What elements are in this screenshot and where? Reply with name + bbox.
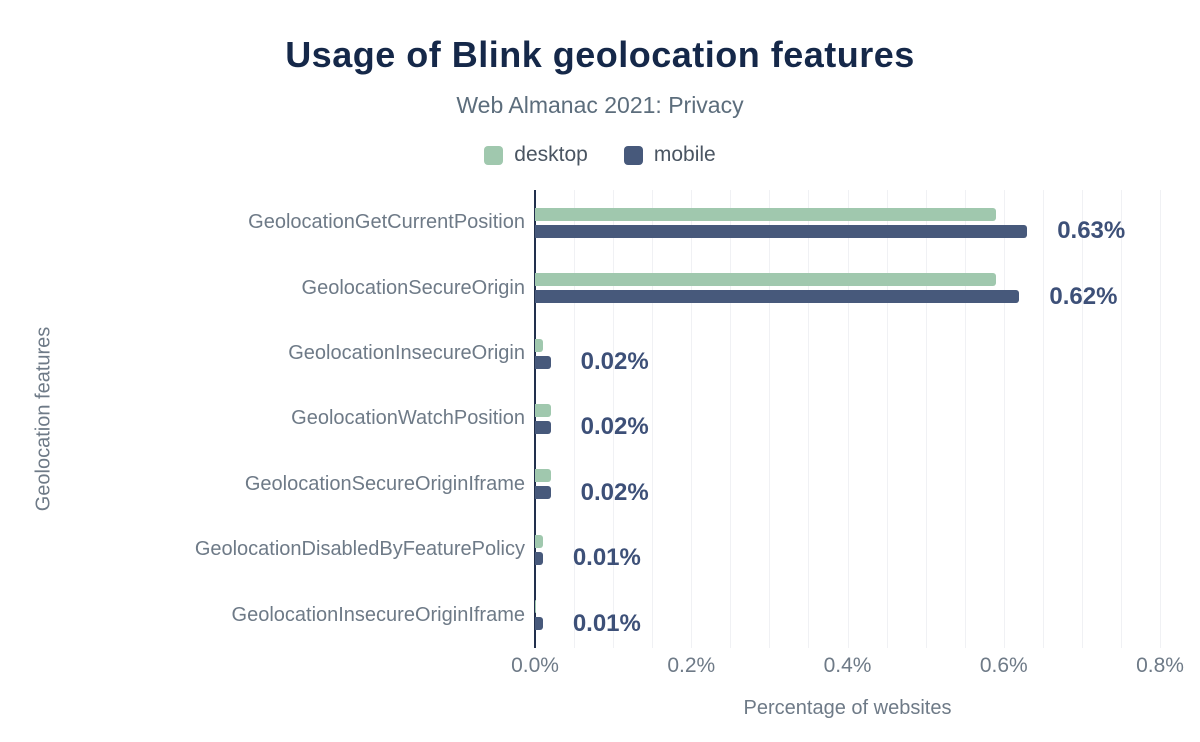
gridline xyxy=(730,190,732,648)
mobile-bar[interactable] xyxy=(535,617,543,631)
x-tick-label: 0.0% xyxy=(511,654,559,677)
chart-subtitle: Web Almanac 2021: Privacy xyxy=(456,92,744,118)
value-label: 0.01% xyxy=(572,544,641,572)
row-plot: 0.02% xyxy=(535,452,1160,517)
desktop-bar[interactable] xyxy=(535,207,996,221)
gridline xyxy=(847,190,849,648)
gridline xyxy=(1081,190,1083,648)
row-plot: 0.02% xyxy=(535,386,1160,451)
row-plot: 0.63% xyxy=(535,190,1160,255)
chart-row: GeolocationInsecureOrigin 0.02% xyxy=(0,321,1160,386)
mobile-bar[interactable] xyxy=(535,486,551,500)
value-label: 0.02% xyxy=(580,348,649,376)
gridline xyxy=(925,190,927,648)
row-plot: 0.01% xyxy=(535,517,1160,582)
chart-row: GeolocationSecureOriginIframe 0.02% xyxy=(0,452,1160,517)
chart-title: Usage of Blink geolocation features xyxy=(285,34,915,75)
value-label: 0.01% xyxy=(572,609,641,637)
x-tick-label: 0.6% xyxy=(979,654,1028,677)
desktop-bar[interactable] xyxy=(535,338,543,352)
row-plot: 0.02% xyxy=(535,321,1160,386)
gridline xyxy=(886,190,888,648)
chart-row: GeolocationWatchPosition 0.02% xyxy=(0,386,1160,451)
gridline xyxy=(964,190,966,648)
desktop-bar[interactable] xyxy=(535,534,543,548)
gridline xyxy=(1120,190,1122,648)
value-label: 0.02% xyxy=(580,413,649,441)
mobile-bar[interactable] xyxy=(535,224,1028,238)
value-label: 0.02% xyxy=(580,478,649,506)
gridlines xyxy=(535,190,1161,648)
category-label: GeolocationInsecureOriginIframe xyxy=(231,603,525,626)
mobile-bar[interactable] xyxy=(535,290,1020,304)
chart-row: GeolocationGetCurrentPosition 0.63% xyxy=(0,190,1160,255)
chart-row: GeolocationDisabledByFeaturePolicy 0.01% xyxy=(0,517,1160,582)
legend-item-desktop[interactable]: desktop xyxy=(484,143,588,167)
value-label: 0.63% xyxy=(1057,217,1126,245)
gridline xyxy=(691,190,693,648)
mobile-bar[interactable] xyxy=(535,551,543,565)
gridline xyxy=(1160,190,1161,648)
chart-rows: GeolocationGetCurrentPosition 0.63% Geoloc… xyxy=(0,190,1160,648)
gridline xyxy=(613,190,615,648)
chart-row: GeolocationSecureOrigin 0.62% xyxy=(0,255,1160,320)
category-label: GeolocationGetCurrentPosition xyxy=(248,211,525,234)
x-tick-label: 0.2% xyxy=(667,654,716,677)
gridline xyxy=(769,190,771,648)
desktop-bar[interactable] xyxy=(535,273,996,287)
gridline xyxy=(574,190,576,648)
value-label: 0.62% xyxy=(1049,282,1118,310)
category-label: GeolocationDisabledByFeaturePolicy xyxy=(194,538,525,561)
category-label: GeolocationSecureOriginIframe xyxy=(244,472,525,495)
gridline xyxy=(1003,190,1005,648)
desktop-swatch-icon xyxy=(484,145,504,165)
y-axis-line xyxy=(534,190,536,648)
legend-label-desktop: desktop xyxy=(514,143,588,166)
gridline xyxy=(808,190,810,648)
mobile-bar[interactable] xyxy=(535,355,551,369)
row-plot: 0.62% xyxy=(535,255,1160,320)
x-tick-label: 0.4% xyxy=(823,654,872,677)
desktop-bar[interactable] xyxy=(535,600,536,614)
mobile-bar[interactable] xyxy=(535,420,551,434)
category-label: GeolocationInsecureOrigin xyxy=(288,342,525,365)
legend-item-mobile[interactable]: mobile xyxy=(623,143,716,167)
category-label: GeolocationWatchPosition xyxy=(291,407,525,430)
legend-label-mobile: mobile xyxy=(653,143,716,166)
legend: desktop mobile xyxy=(0,143,1200,167)
x-axis-ticks: 0.0% 0.2% 0.4% 0.6% 0.8% xyxy=(511,654,1184,680)
x-tick-label: 0.8% xyxy=(1136,654,1184,677)
category-label: GeolocationSecureOrigin xyxy=(301,276,525,299)
mobile-swatch-icon xyxy=(623,145,643,165)
desktop-bar[interactable] xyxy=(535,403,551,417)
gridline xyxy=(652,190,654,648)
gridline xyxy=(1042,190,1044,648)
x-axis-title: Percentage of websites xyxy=(743,697,952,719)
chart-row: GeolocationInsecureOriginIframe 0.01% xyxy=(0,583,1160,648)
desktop-bar[interactable] xyxy=(535,469,551,483)
row-plot: 0.01% xyxy=(535,583,1160,648)
